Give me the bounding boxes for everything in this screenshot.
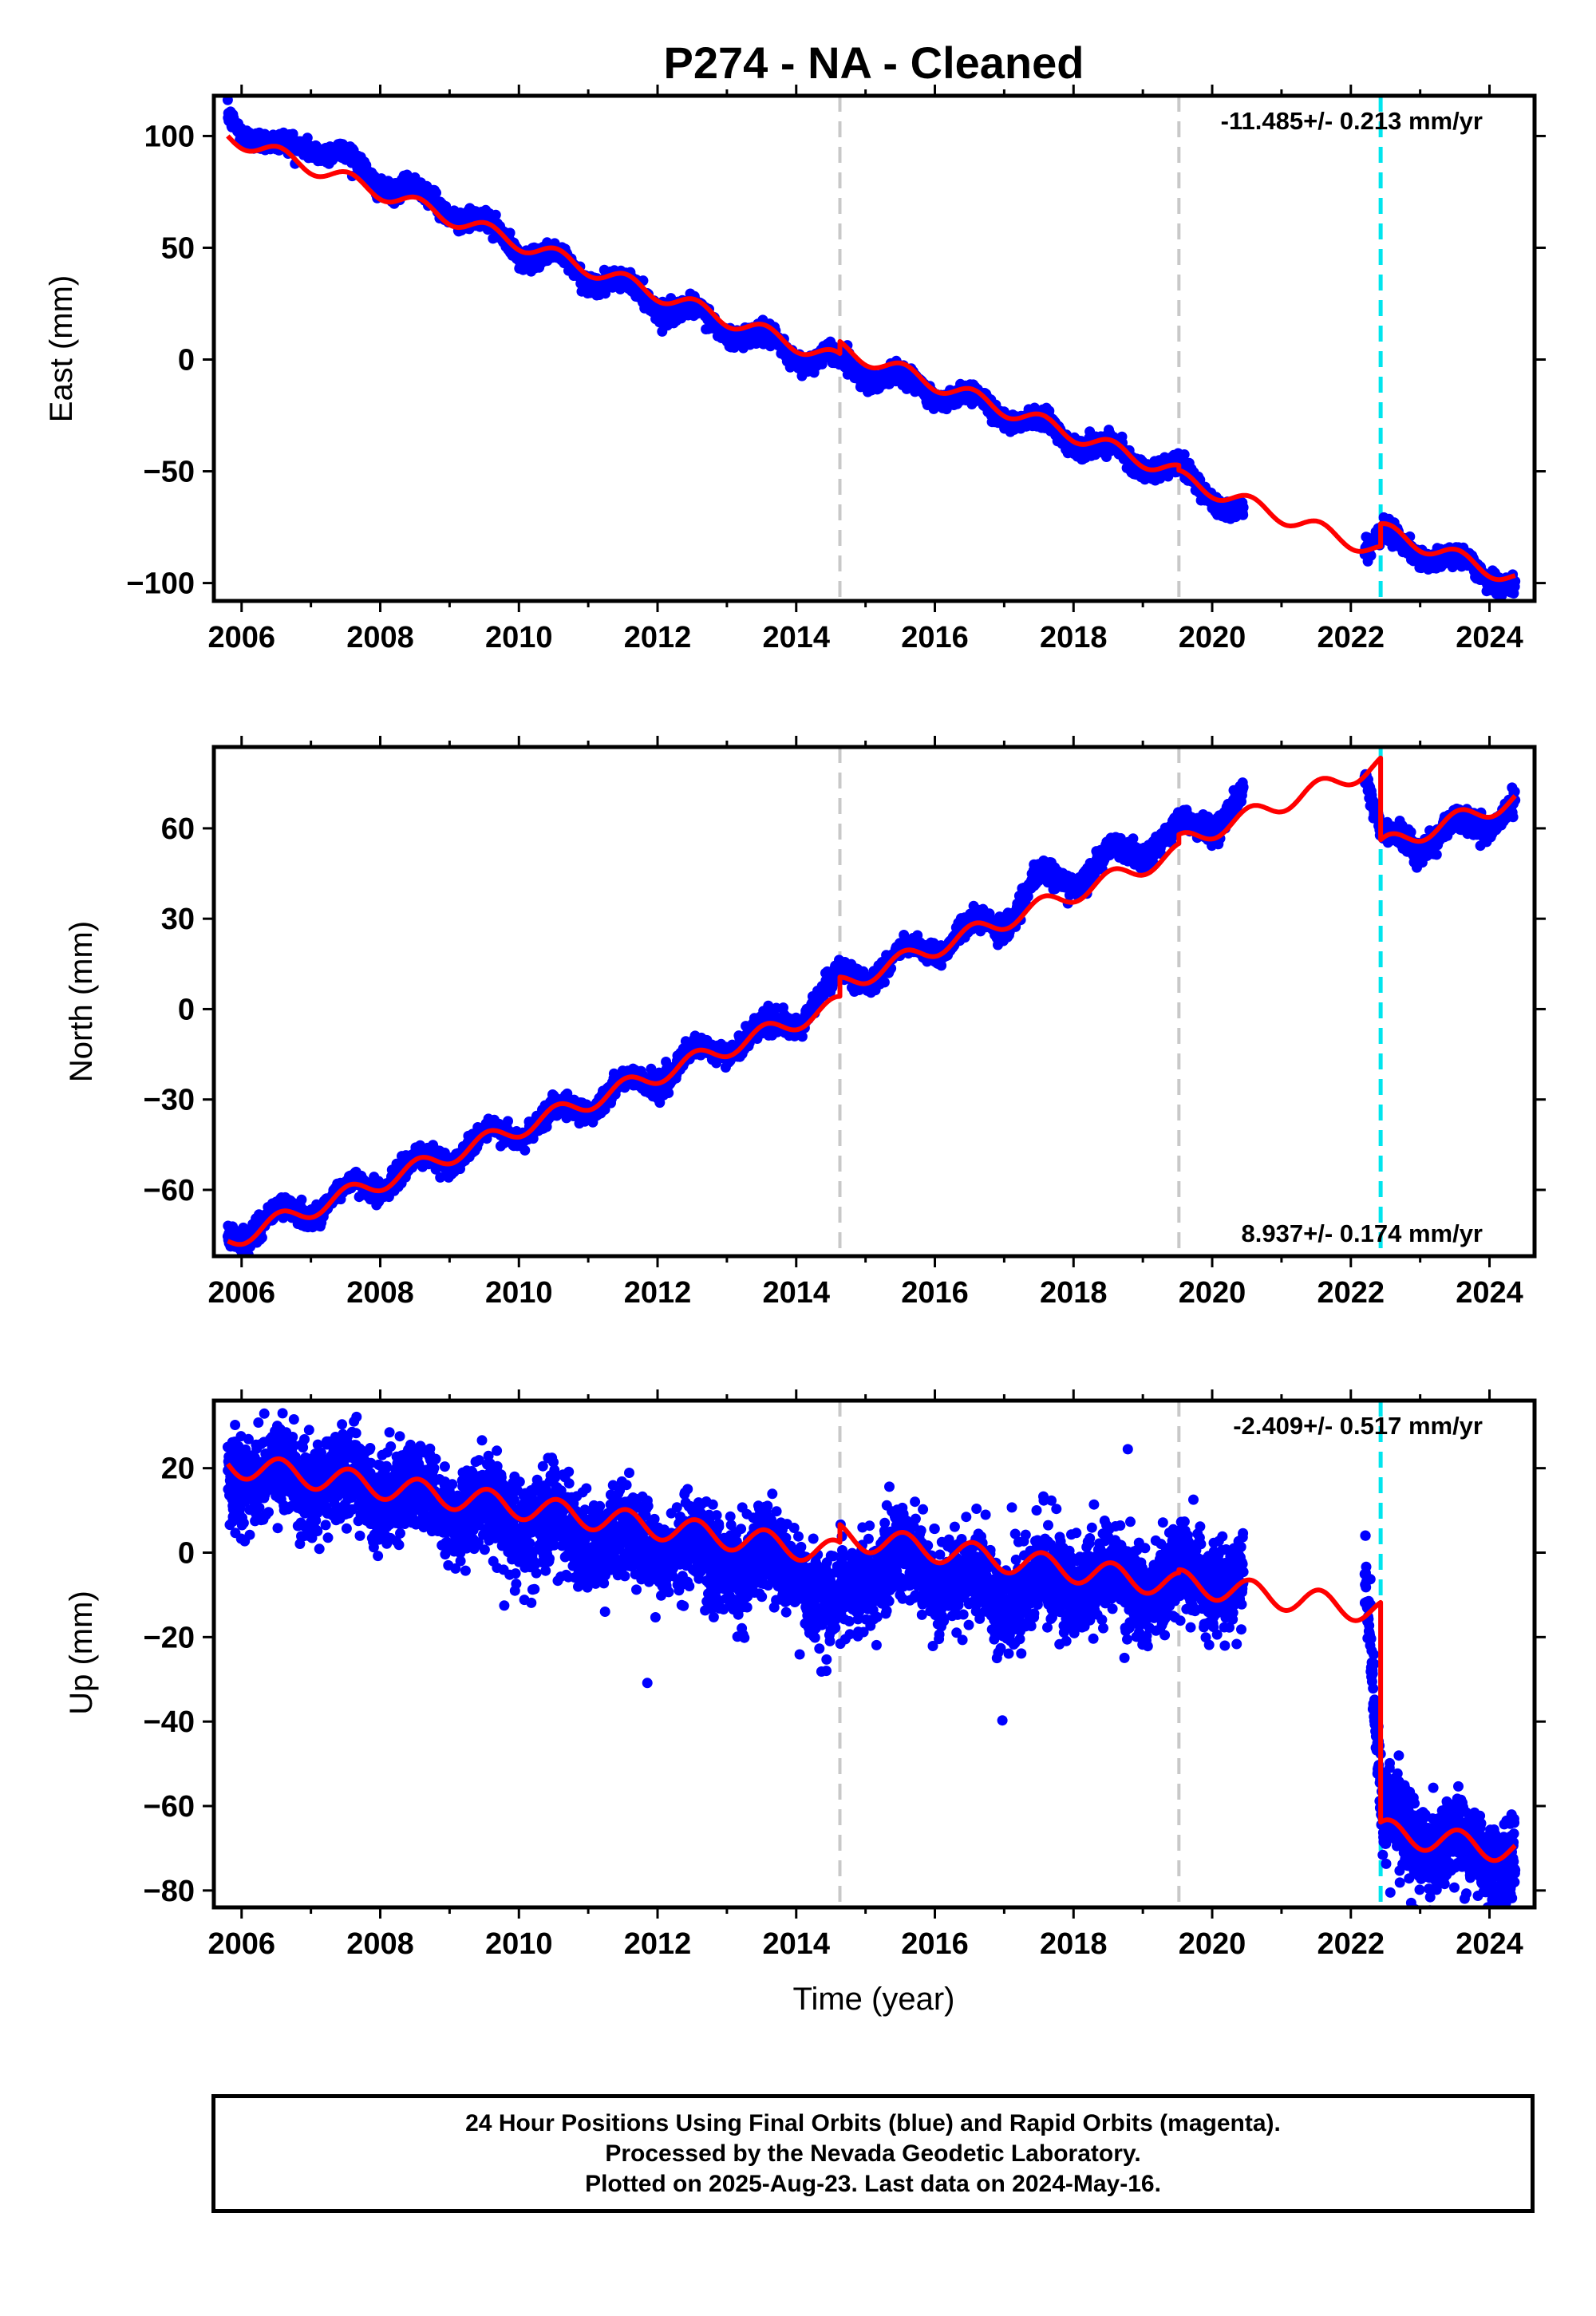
east-data-point [1365,550,1377,561]
east-data-point [504,227,516,239]
north-data-points [222,769,1521,1256]
north-data-point [503,1116,513,1127]
east-x-tick-label: 2020 [1179,621,1246,654]
north-plot-content [222,747,1521,1256]
north-data-point [519,1144,531,1156]
east-data-point [1044,405,1055,417]
east-x-tick-label: 2010 [485,621,553,654]
east-data-point [431,188,441,199]
east-data-point [490,209,501,220]
east-x-tick-label: 2006 [207,621,275,654]
east-y-tick-label: 0 [178,344,195,377]
chart-title: P274 - NA - Cleaned [664,38,1084,88]
north-data-point [296,1194,307,1205]
east-y-tick-label: −50 [144,456,195,489]
east-y-axis-label: East (mm) [44,275,79,422]
east-x-tick-label: 2014 [762,621,830,654]
east-data-point [1238,509,1249,520]
north-data-point [256,1232,267,1243]
east-x-tick-label: 2008 [346,621,414,654]
east-rate-label: -11.485+/- 0.213 mm/yr [1221,107,1483,135]
east-y-tick-label: −100 [126,567,195,601]
east-data-point [302,132,313,144]
east-data-point [222,96,233,105]
east-y-tick-label: 50 [161,231,195,265]
east-data-point [1238,502,1249,513]
east-plot-content [222,96,1521,601]
east-plot-frame [211,93,1537,603]
east-y-tick-label: 100 [144,120,195,153]
panel-north: 2006 2008 2010 2012 2014 2016 2018 2020 2022 2024… [64,736,1546,1310]
east-model-line [226,134,1517,583]
east-x-tick-label: 2024 [1456,621,1523,654]
east-x-tick-label: 2016 [901,621,969,654]
east-x-tick-label: 2022 [1317,621,1385,654]
east-x-tick-label: 2018 [1040,621,1108,654]
east-data-point [1179,449,1190,460]
panel-east: 2006 2008 2010 2012 2014 2016 2018 2020 2022 2024… [44,85,1546,654]
east-axis-ticks: 2006 2008 2010 2012 2014 2016 2018 2020 2022 2024… [126,85,1546,654]
east-x-tick-label: 2012 [624,621,692,654]
